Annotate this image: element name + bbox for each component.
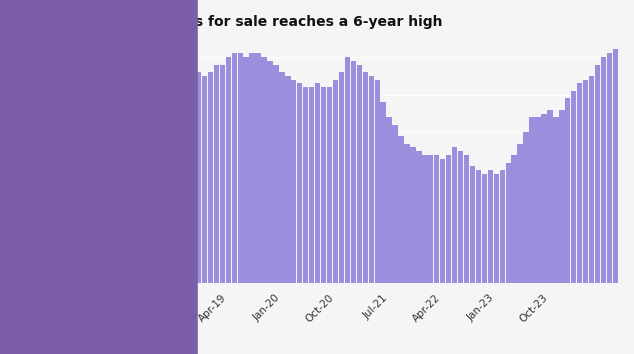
Bar bbox=[184, 53, 190, 283]
Bar bbox=[273, 64, 278, 283]
Bar bbox=[166, 61, 171, 283]
Bar bbox=[89, 80, 94, 283]
Bar bbox=[464, 155, 469, 283]
Bar bbox=[363, 72, 368, 283]
Bar bbox=[577, 83, 583, 283]
Bar bbox=[524, 132, 529, 283]
Bar bbox=[529, 117, 534, 283]
Bar bbox=[303, 87, 308, 283]
Bar bbox=[375, 80, 380, 283]
Bar bbox=[410, 148, 416, 283]
Bar bbox=[119, 80, 124, 283]
Bar bbox=[398, 136, 404, 283]
Bar bbox=[327, 87, 332, 283]
Bar bbox=[321, 87, 327, 283]
Bar bbox=[517, 144, 523, 283]
Bar bbox=[142, 87, 148, 283]
Bar bbox=[238, 53, 243, 283]
Bar bbox=[94, 80, 100, 283]
Bar bbox=[136, 91, 141, 283]
Bar bbox=[243, 57, 249, 283]
Bar bbox=[160, 64, 165, 283]
Bar bbox=[345, 57, 350, 283]
Bar bbox=[505, 162, 511, 283]
Bar bbox=[219, 64, 225, 283]
Bar bbox=[178, 57, 183, 283]
Bar bbox=[357, 64, 362, 283]
Bar bbox=[565, 98, 571, 283]
Bar bbox=[601, 57, 606, 283]
Bar bbox=[547, 110, 553, 283]
Bar bbox=[107, 80, 112, 283]
Bar bbox=[387, 117, 392, 283]
Bar bbox=[428, 155, 434, 283]
Bar bbox=[172, 57, 178, 283]
Bar bbox=[268, 61, 273, 283]
Bar bbox=[541, 114, 547, 283]
Bar bbox=[535, 117, 541, 283]
Bar bbox=[351, 61, 356, 283]
Bar bbox=[553, 117, 559, 283]
Bar bbox=[65, 95, 70, 283]
Text: Number of homes for sale reaches a 6-year high: Number of homes for sale reaches a 6-yea… bbox=[64, 15, 443, 29]
Bar bbox=[77, 83, 82, 283]
Bar bbox=[476, 170, 481, 283]
Bar bbox=[202, 76, 207, 283]
Bar bbox=[380, 102, 386, 283]
Bar bbox=[315, 83, 320, 283]
Y-axis label: Homes on market per estate agent: Homes on market per estate agent bbox=[25, 67, 34, 250]
Bar bbox=[71, 87, 76, 283]
Bar bbox=[82, 80, 88, 283]
Bar bbox=[404, 144, 410, 283]
Bar bbox=[392, 125, 398, 283]
Bar bbox=[500, 170, 505, 283]
Bar bbox=[422, 155, 427, 283]
Bar bbox=[291, 80, 297, 283]
Bar bbox=[333, 80, 338, 283]
Bar bbox=[196, 72, 201, 283]
Bar bbox=[612, 50, 618, 283]
Bar bbox=[452, 148, 457, 283]
Bar bbox=[112, 80, 118, 283]
Bar bbox=[446, 155, 451, 283]
Bar bbox=[256, 53, 261, 283]
Bar bbox=[571, 91, 576, 283]
Text: Source: Zoopla Research: Source: Zoopla Research bbox=[13, 341, 134, 350]
Bar bbox=[279, 72, 285, 283]
Bar bbox=[368, 76, 374, 283]
Bar bbox=[607, 53, 612, 283]
Bar bbox=[297, 83, 302, 283]
Bar bbox=[261, 57, 267, 283]
Bar bbox=[416, 151, 422, 283]
Bar bbox=[458, 151, 463, 283]
Bar bbox=[482, 174, 487, 283]
Bar bbox=[101, 80, 106, 283]
Bar bbox=[583, 80, 588, 283]
Bar bbox=[231, 53, 237, 283]
Bar bbox=[512, 155, 517, 283]
Bar bbox=[226, 57, 231, 283]
Bar bbox=[488, 170, 493, 283]
Bar bbox=[434, 155, 439, 283]
Bar bbox=[190, 61, 195, 283]
Bar bbox=[494, 174, 499, 283]
Bar bbox=[309, 87, 314, 283]
Bar bbox=[208, 72, 213, 283]
Bar bbox=[154, 72, 160, 283]
Bar bbox=[470, 166, 475, 283]
Bar bbox=[285, 76, 290, 283]
Bar bbox=[595, 64, 600, 283]
Bar bbox=[214, 64, 219, 283]
Bar bbox=[249, 53, 255, 283]
Bar bbox=[131, 87, 136, 283]
Bar bbox=[148, 80, 153, 283]
Bar bbox=[589, 76, 594, 283]
Bar bbox=[440, 159, 446, 283]
Bar bbox=[339, 72, 344, 283]
Bar bbox=[559, 110, 564, 283]
Bar bbox=[124, 80, 130, 283]
